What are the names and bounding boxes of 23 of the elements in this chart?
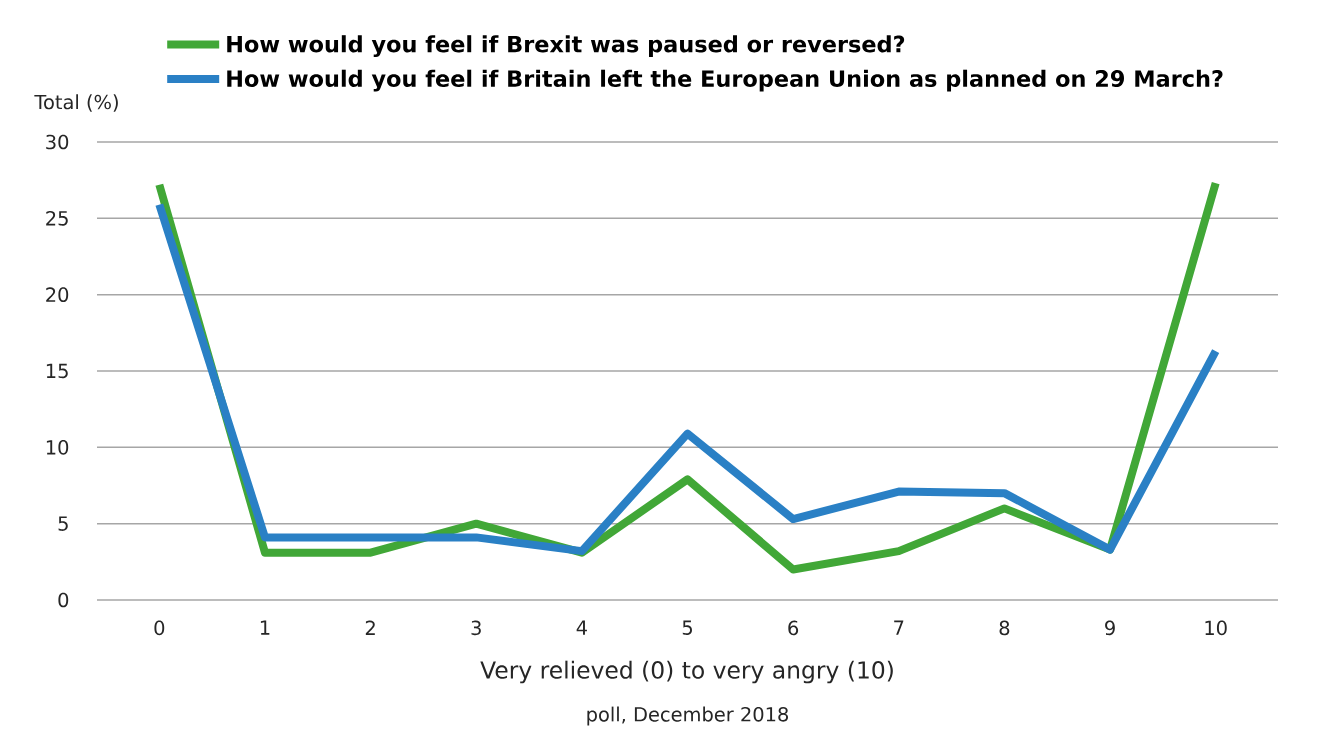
x-axis-title: Very relieved (0) to very angry (10)	[480, 660, 893, 684]
x-tick-label: 8	[999, 620, 1010, 636]
x-tick-label: 4	[576, 620, 587, 635]
text: poll, December 2018	[587, 706, 789, 726]
x-tick-label: 2	[365, 620, 375, 635]
x-tick-label: 5	[682, 620, 692, 635]
x-tick-label: 0	[154, 620, 165, 636]
legend-label: How would you feel if Britain left the European Union as planned on 29 March?	[227, 69, 1223, 92]
y-tick-label: 30	[46, 134, 69, 150]
y-tick-label: 15	[46, 363, 68, 379]
x-tick-label: 9	[1105, 620, 1115, 636]
y-axis-title: Total (%)	[34, 94, 118, 112]
y-tick-label: 20	[46, 287, 69, 303]
legend-label: How would you feel if Brexit was paused or reversed?	[227, 35, 905, 58]
x-tick-label: 3	[471, 620, 481, 636]
x-tick-label: 10	[1205, 620, 1227, 636]
y-tick-label: 10	[46, 439, 69, 455]
x-tick-label: 7	[894, 620, 904, 635]
x-tick-label: 6	[788, 620, 799, 636]
y-tick-label: 0	[58, 592, 69, 608]
y-tick-label: 5	[58, 516, 68, 531]
x-tick-label: 1	[260, 620, 270, 635]
y-tick-label: 25	[46, 210, 68, 226]
